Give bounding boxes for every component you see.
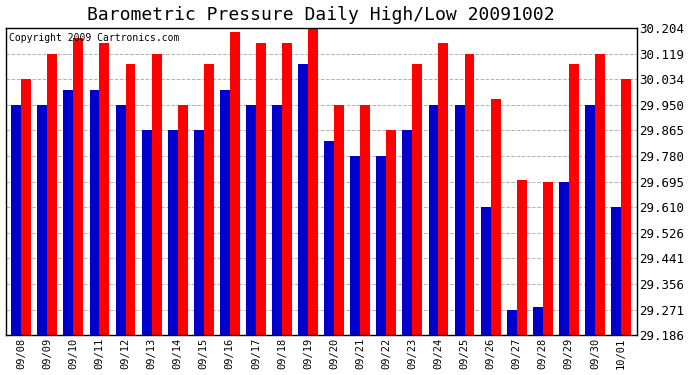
Bar xyxy=(585,105,595,335)
Bar xyxy=(464,54,475,335)
Bar xyxy=(621,79,631,335)
Bar xyxy=(543,182,553,335)
Bar xyxy=(168,130,178,335)
Bar xyxy=(63,90,73,335)
Bar xyxy=(351,156,360,335)
Bar xyxy=(194,130,204,335)
Bar xyxy=(11,105,21,335)
Bar xyxy=(506,310,517,335)
Bar xyxy=(559,182,569,335)
Bar xyxy=(455,105,464,335)
Bar xyxy=(141,130,152,335)
Bar xyxy=(37,105,48,335)
Bar xyxy=(220,90,230,335)
Title: Barometric Pressure Daily High/Low 20091002: Barometric Pressure Daily High/Low 20091… xyxy=(88,6,555,24)
Bar xyxy=(377,156,386,335)
Bar xyxy=(308,29,318,335)
Bar xyxy=(517,180,526,335)
Bar xyxy=(204,64,214,335)
Bar xyxy=(428,105,438,335)
Bar xyxy=(282,43,292,335)
Bar xyxy=(360,105,370,335)
Bar xyxy=(481,207,491,335)
Bar xyxy=(21,79,31,335)
Bar xyxy=(272,105,282,335)
Bar xyxy=(569,64,579,335)
Bar xyxy=(386,130,396,335)
Bar xyxy=(178,105,188,335)
Bar xyxy=(595,54,605,335)
Bar xyxy=(334,105,344,335)
Bar xyxy=(413,64,422,335)
Bar xyxy=(126,64,135,335)
Bar xyxy=(73,38,83,335)
Bar xyxy=(246,105,256,335)
Bar xyxy=(611,207,621,335)
Bar xyxy=(90,90,99,335)
Bar xyxy=(152,54,161,335)
Bar xyxy=(533,307,543,335)
Bar xyxy=(230,32,239,335)
Bar xyxy=(402,130,413,335)
Bar xyxy=(324,141,334,335)
Bar xyxy=(116,105,126,335)
Text: Copyright 2009 Cartronics.com: Copyright 2009 Cartronics.com xyxy=(9,33,179,42)
Bar xyxy=(491,99,500,335)
Bar xyxy=(48,54,57,335)
Bar xyxy=(256,43,266,335)
Bar xyxy=(99,43,109,335)
Bar xyxy=(438,43,449,335)
Bar xyxy=(298,64,308,335)
